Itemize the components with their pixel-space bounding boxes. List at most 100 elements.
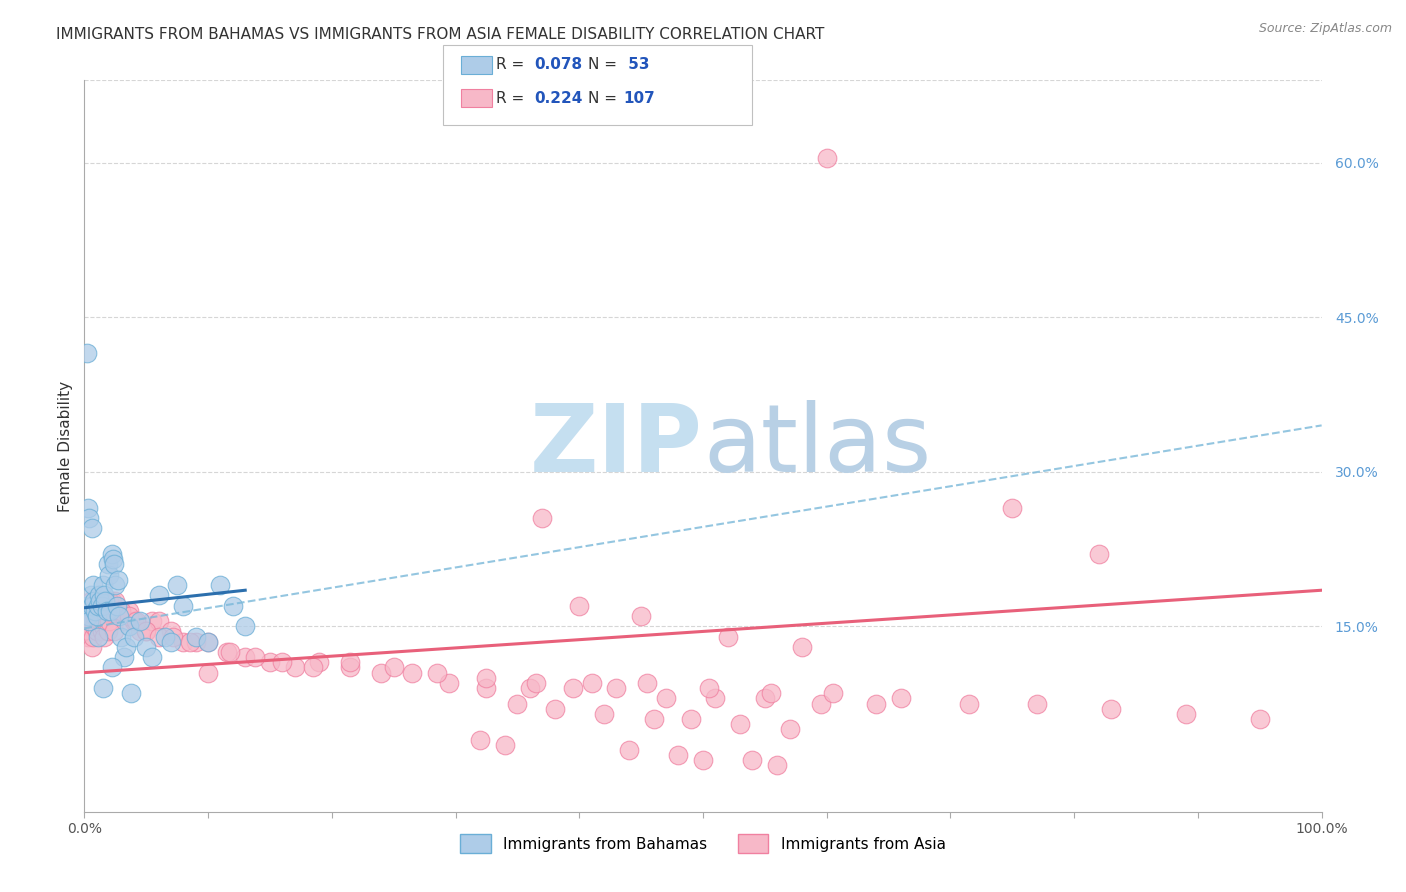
Point: [100, 547, 122, 561]
Point: [83, 619, 105, 633]
Point: [655, 691, 678, 706]
Point: [957, 697, 980, 711]
Point: [86, 609, 108, 624]
Point: [80, 599, 103, 613]
Point: [810, 697, 832, 711]
Point: [97, 624, 120, 639]
Point: [77, 500, 100, 515]
Point: [233, 619, 256, 633]
Point: [87, 614, 110, 628]
Point: [90, 624, 112, 639]
Point: [110, 604, 132, 618]
Point: [141, 614, 163, 628]
Point: [562, 681, 585, 695]
Point: [184, 634, 207, 648]
Point: [79, 593, 101, 607]
Point: [197, 634, 219, 648]
Point: [84, 604, 107, 618]
Point: [197, 634, 219, 648]
Point: [401, 665, 423, 680]
Point: [215, 645, 238, 659]
Point: [86, 624, 108, 639]
Point: [766, 758, 789, 772]
Point: [162, 630, 184, 644]
Text: 0.224: 0.224: [534, 91, 582, 105]
Point: [91, 578, 114, 592]
Text: 107: 107: [623, 91, 655, 105]
Point: [79, 588, 101, 602]
Point: [524, 676, 547, 690]
Point: [120, 686, 142, 700]
Point: [80, 640, 103, 654]
Point: [779, 723, 801, 737]
Point: [172, 634, 194, 648]
Point: [531, 511, 554, 525]
Point: [259, 656, 281, 670]
Point: [118, 604, 141, 618]
Point: [91, 619, 114, 633]
Point: [82, 630, 104, 644]
Point: [79, 614, 101, 628]
Point: [110, 604, 132, 618]
Point: [475, 671, 498, 685]
Point: [302, 660, 325, 674]
Point: [104, 578, 127, 592]
Point: [93, 593, 115, 607]
Point: [114, 614, 136, 628]
Point: [475, 681, 498, 695]
Point: [153, 630, 176, 644]
Point: [704, 691, 727, 706]
Point: [76, 619, 98, 633]
Point: [759, 686, 782, 700]
Point: [110, 630, 132, 644]
Text: ZIP: ZIP: [530, 400, 703, 492]
Point: [107, 573, 129, 587]
Point: [271, 656, 294, 670]
Point: [91, 681, 114, 695]
Point: [104, 593, 127, 607]
Point: [112, 650, 135, 665]
Point: [89, 614, 111, 628]
Point: [1249, 712, 1271, 726]
Point: [197, 665, 219, 680]
Point: [617, 743, 640, 757]
Point: [209, 578, 232, 592]
Point: [717, 630, 740, 644]
Point: [100, 593, 122, 607]
Point: [666, 747, 689, 762]
Point: [77, 630, 100, 644]
Point: [519, 681, 541, 695]
Point: [243, 650, 266, 665]
Point: [98, 614, 121, 628]
Point: [135, 624, 157, 639]
Point: [790, 640, 813, 654]
Point: [87, 599, 110, 613]
Point: [160, 634, 183, 648]
Point: [80, 521, 103, 535]
Point: [148, 630, 170, 644]
Point: [105, 599, 128, 613]
Point: [1001, 500, 1024, 515]
Point: [439, 676, 461, 690]
Point: [728, 717, 751, 731]
Point: [543, 702, 565, 716]
Point: [581, 676, 603, 690]
Point: [179, 634, 201, 648]
Point: [129, 624, 152, 639]
Text: R =: R =: [496, 57, 530, 71]
Point: [115, 640, 138, 654]
Text: atlas: atlas: [703, 400, 931, 492]
Point: [697, 681, 720, 695]
Point: [605, 681, 627, 695]
Point: [148, 614, 170, 628]
Point: [692, 753, 714, 767]
Point: [93, 588, 115, 602]
Point: [105, 604, 128, 618]
Point: [98, 593, 121, 607]
Point: [506, 697, 529, 711]
Point: [100, 660, 122, 674]
Text: 0.078: 0.078: [534, 57, 582, 71]
Point: [94, 593, 117, 607]
Text: 53: 53: [623, 57, 650, 71]
Point: [222, 599, 245, 613]
